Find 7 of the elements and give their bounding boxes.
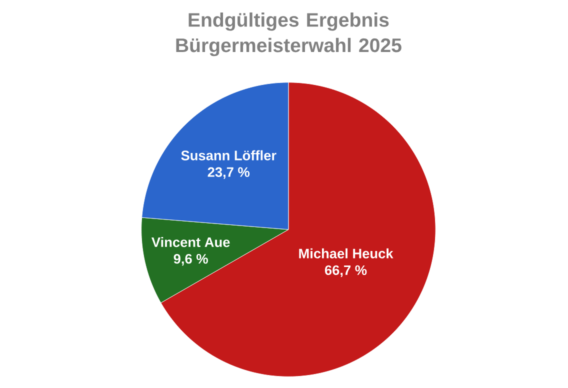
data-label: 23,7 % <box>208 167 250 179</box>
data-label: 66,7 % <box>324 265 367 277</box>
chart-title: Endgültiges Ergebnis Bürgermeisterwahl 2025 <box>176 12 402 56</box>
slice-label: Vincent Aue <box>152 236 230 247</box>
slice-label: Susann Löffler <box>181 150 276 160</box>
slice-label: Michael Heuck <box>299 248 394 258</box>
data-label: 9,6 % <box>174 254 208 266</box>
